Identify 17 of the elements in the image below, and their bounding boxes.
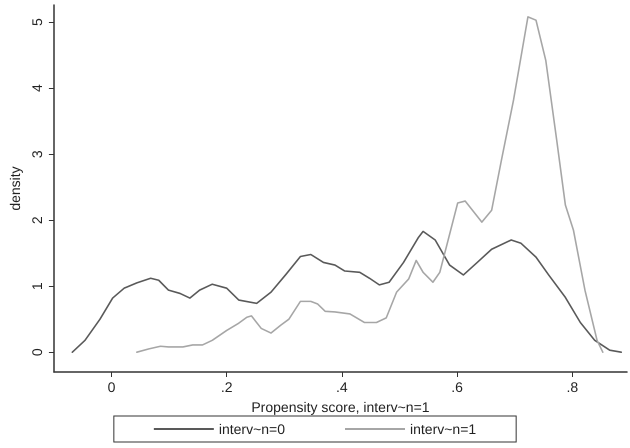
y-tick-label: 0 (28, 348, 45, 356)
y-tick-label: 1 (28, 282, 45, 290)
line-series (136, 16, 604, 353)
line-series (72, 230, 622, 353)
legend-label: interv~n=1 (410, 421, 476, 437)
x-tick-label: .2 (220, 379, 233, 395)
y-tick-label: 3 (28, 150, 45, 158)
y-tick-label: 5 (28, 18, 45, 26)
y-tick-label: 2 (28, 216, 45, 224)
x-tick-label: .4 (336, 379, 348, 395)
x-tick-label: .6 (451, 379, 464, 395)
x-tick-label: 0 (108, 379, 116, 395)
x-axis-title: Propensity score, interv~n=1 (251, 399, 430, 415)
legend-label: interv~n=0 (218, 421, 286, 437)
y-tick-label: 4 (28, 84, 45, 92)
x-tick-label: .8 (566, 379, 578, 395)
y-axis-title: density (7, 166, 23, 211)
